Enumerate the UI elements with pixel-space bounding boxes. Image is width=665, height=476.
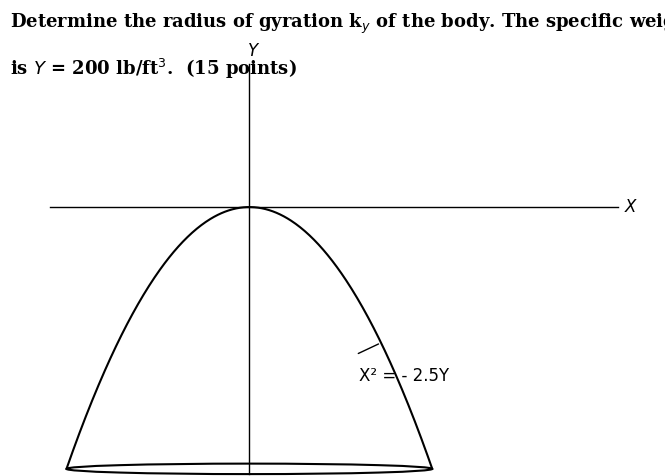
Text: is $\mathit{Y}$ = 200 lb/ft$^3$.  (15 points): is $\mathit{Y}$ = 200 lb/ft$^3$. (15 poi… bbox=[10, 57, 297, 81]
Text: Determine the radius of gyration k$_y$ of the body. The specific weight of the m: Determine the radius of gyration k$_y$ o… bbox=[10, 12, 665, 36]
Text: X² = - 2.5Y: X² = - 2.5Y bbox=[359, 367, 450, 385]
Text: X: X bbox=[625, 198, 636, 216]
Text: Y: Y bbox=[247, 41, 258, 60]
